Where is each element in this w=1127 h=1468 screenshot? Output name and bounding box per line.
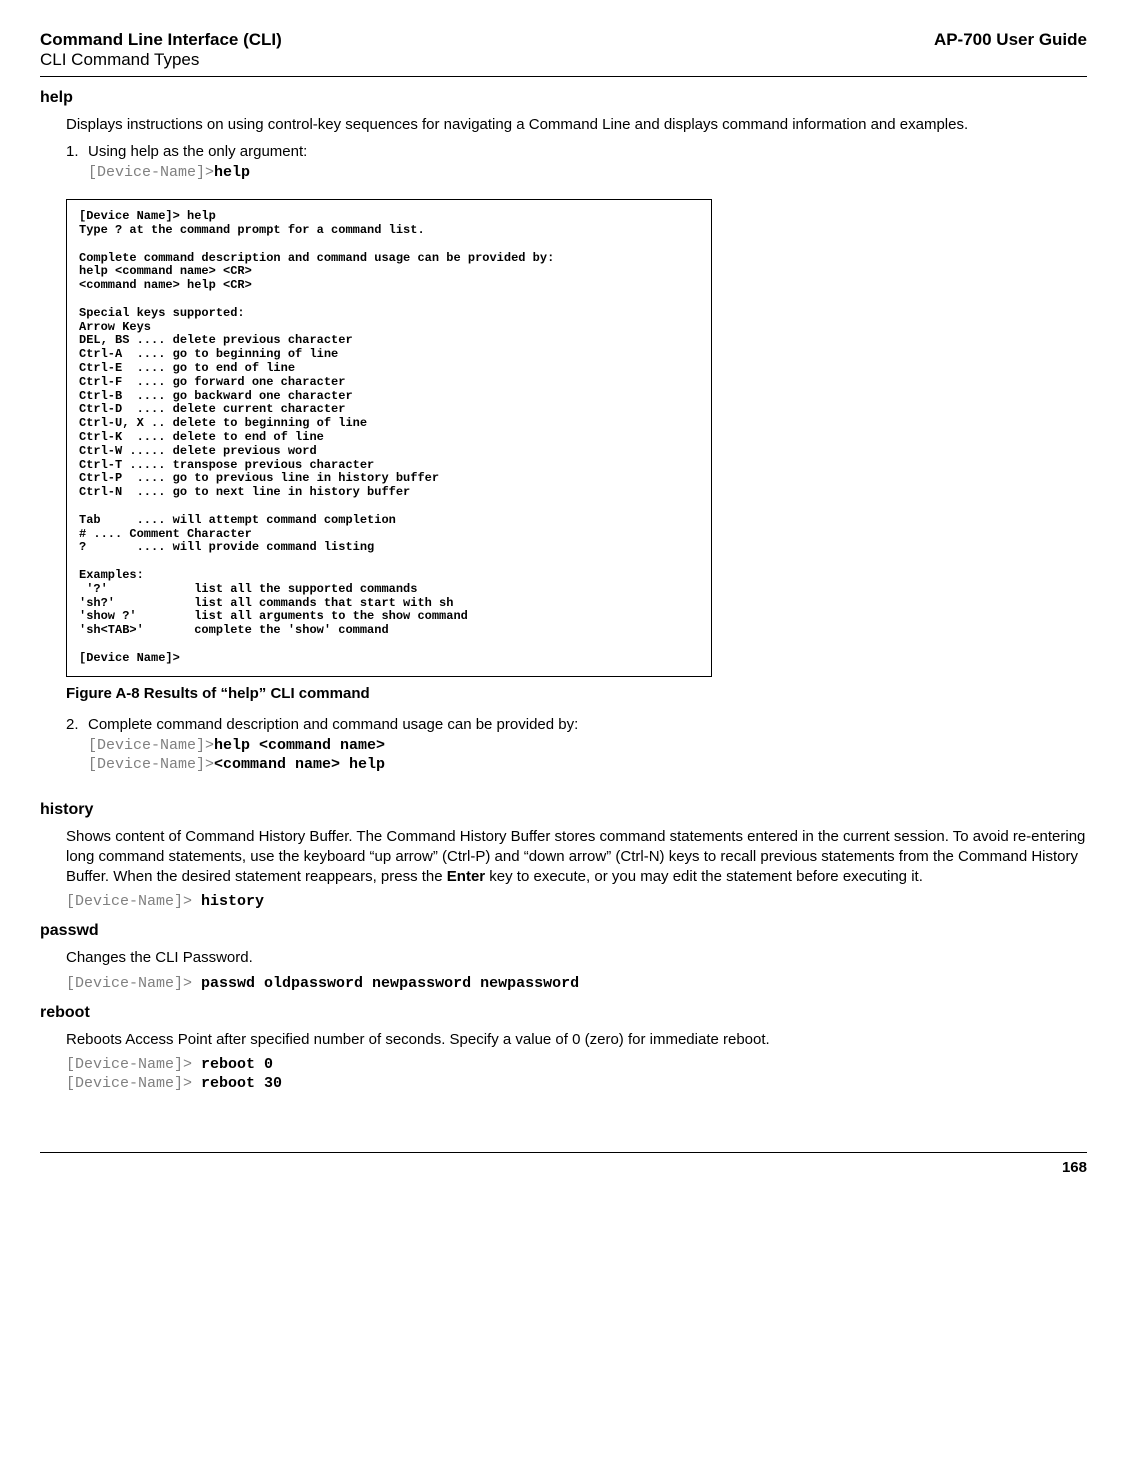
- reboot-code2: [Device-Name]> reboot 30: [66, 1075, 1087, 1092]
- terminal-output-box: [Device Name]> help Type ? at the comman…: [66, 199, 712, 676]
- step-text: Complete command description and command…: [88, 716, 578, 733]
- history-para-bold: Enter: [447, 868, 485, 885]
- history-code: [Device-Name]> history: [66, 893, 1087, 910]
- header-title-sub: CLI Command Types: [40, 50, 282, 70]
- figure-caption: Figure A-8 Results of “help” CLI command: [66, 685, 1087, 702]
- help-heading: help: [40, 89, 1087, 107]
- help-step2-code1: [Device-Name]>help <command name>: [88, 737, 1087, 754]
- command-text: help: [214, 164, 250, 181]
- step-text: Using help as the only argument:: [88, 143, 307, 160]
- step-number: 2.: [66, 716, 88, 733]
- reboot-code1: [Device-Name]> reboot 0: [66, 1056, 1087, 1073]
- command-text: help <command name>: [214, 737, 385, 754]
- passwd-heading: passwd: [40, 922, 1087, 940]
- reboot-heading: reboot: [40, 1004, 1087, 1022]
- prompt-text: [Device-Name]>: [88, 737, 214, 754]
- prompt-text: [Device-Name]>: [88, 164, 214, 181]
- command-text: reboot 0: [201, 1056, 273, 1073]
- help-step1: 1. Using help as the only argument:: [66, 143, 1087, 160]
- step-number: 1.: [66, 143, 88, 160]
- command-text: reboot 30: [201, 1075, 282, 1092]
- passwd-code: [Device-Name]> passwd oldpassword newpas…: [66, 975, 1087, 992]
- help-step1-code: [Device-Name]>help: [88, 164, 1087, 181]
- prompt-text: [Device-Name]>: [66, 893, 201, 910]
- header-title-top: Command Line Interface (CLI): [40, 30, 282, 50]
- page-container: Command Line Interface (CLI) CLI Command…: [0, 0, 1127, 1196]
- prompt-text: [Device-Name]>: [66, 1075, 201, 1092]
- reboot-para: Reboots Access Point after specified num…: [66, 1030, 1087, 1050]
- help-step2-code2: [Device-Name]><command name> help: [88, 756, 1087, 773]
- command-text: <command name> help: [214, 756, 385, 773]
- command-text: history: [201, 893, 264, 910]
- command-text: passwd oldpassword newpassword newpasswo…: [201, 975, 579, 992]
- header-guide-name: AP-700 User Guide: [934, 30, 1087, 50]
- prompt-text: [Device-Name]>: [66, 975, 201, 992]
- prompt-text: [Device-Name]>: [88, 756, 214, 773]
- history-heading: history: [40, 801, 1087, 819]
- page-header: Command Line Interface (CLI) CLI Command…: [40, 30, 1087, 77]
- help-intro: Displays instructions on using control-k…: [66, 115, 1087, 135]
- history-para: Shows content of Command History Buffer.…: [66, 827, 1087, 888]
- help-step2: 2. Complete command description and comm…: [66, 716, 1087, 733]
- page-footer: 168: [40, 1152, 1087, 1176]
- prompt-text: [Device-Name]>: [66, 1056, 201, 1073]
- page-number: 168: [1062, 1159, 1087, 1176]
- passwd-para: Changes the CLI Password.: [66, 948, 1087, 968]
- header-left: Command Line Interface (CLI) CLI Command…: [40, 30, 282, 70]
- history-para-post: key to execute, or you may edit the stat…: [485, 868, 923, 885]
